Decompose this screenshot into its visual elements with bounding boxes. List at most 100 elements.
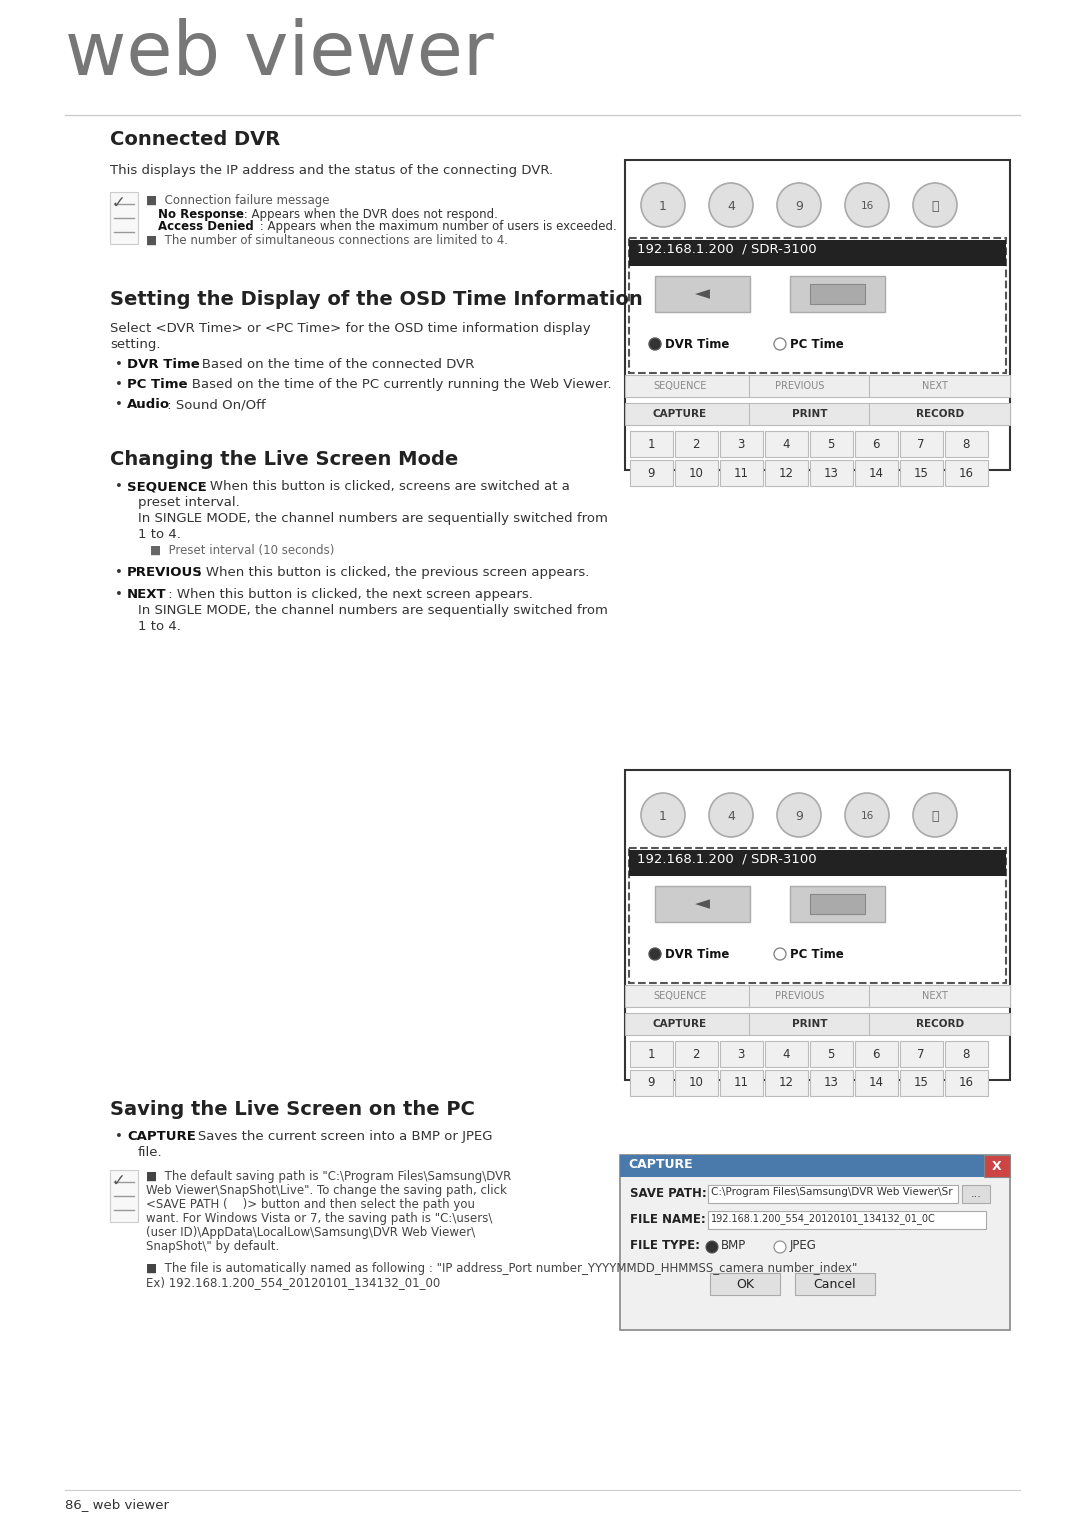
Bar — [810, 1040, 853, 1066]
Text: 16: 16 — [861, 811, 874, 822]
Text: : Appears when the maximum number of users is exceeded.: : Appears when the maximum number of use… — [256, 220, 617, 233]
Text: 10: 10 — [689, 1077, 703, 1089]
Bar — [629, 848, 1005, 982]
Bar — [630, 461, 673, 487]
Bar — [945, 431, 988, 457]
Text: : When this button is clicked, the next screen appears.: : When this button is clicked, the next … — [164, 588, 532, 601]
Bar — [625, 375, 1010, 396]
Circle shape — [774, 338, 786, 350]
Circle shape — [642, 793, 685, 837]
Text: RECORD: RECORD — [916, 1019, 964, 1030]
Bar — [720, 461, 762, 487]
Bar — [675, 431, 718, 457]
Text: Web Viewer\SnapShot\Live". To change the saving path, click: Web Viewer\SnapShot\Live". To change the… — [146, 1184, 507, 1196]
Bar — [945, 1069, 988, 1095]
Text: In SINGLE MODE, the channel numbers are sequentially switched from: In SINGLE MODE, the channel numbers are … — [138, 604, 608, 617]
Bar — [675, 1069, 718, 1095]
Text: NEXT: NEXT — [127, 588, 166, 601]
Text: : Based on the time of the PC currently running the Web Viewer.: : Based on the time of the PC currently … — [179, 378, 611, 392]
Circle shape — [913, 184, 957, 226]
Text: 11: 11 — [733, 1077, 748, 1089]
Text: 192.168.1.200_554_20120101_134132_01_0C: 192.168.1.200_554_20120101_134132_01_0C — [711, 1213, 935, 1224]
Circle shape — [913, 793, 957, 837]
Text: •: • — [114, 398, 127, 412]
Text: •: • — [114, 1131, 127, 1143]
Bar — [984, 1155, 1010, 1177]
Bar — [855, 1069, 897, 1095]
Text: DVR Time: DVR Time — [665, 949, 729, 961]
Text: ■  The file is automatically named as following : "IP address_Port number_YYYYMM: ■ The file is automatically named as fol… — [146, 1262, 858, 1274]
Bar — [765, 461, 808, 487]
Text: 7: 7 — [917, 1048, 924, 1060]
Text: •: • — [114, 588, 127, 601]
Bar — [110, 1170, 138, 1222]
Text: 2: 2 — [692, 1048, 700, 1060]
Text: 12: 12 — [779, 1077, 794, 1089]
Bar — [630, 1069, 673, 1095]
Bar — [810, 894, 865, 913]
Bar — [765, 431, 808, 457]
Text: DVR Time: DVR Time — [665, 338, 729, 350]
Text: 12: 12 — [779, 467, 794, 479]
Text: 1: 1 — [659, 809, 667, 823]
Text: 16: 16 — [861, 200, 874, 211]
Text: 14: 14 — [868, 1077, 883, 1089]
Text: 14: 14 — [868, 467, 883, 479]
Bar — [810, 1069, 853, 1095]
Text: Access Denied: Access Denied — [158, 220, 254, 233]
Text: OK: OK — [735, 1278, 754, 1290]
Circle shape — [845, 184, 889, 226]
Text: 10: 10 — [689, 467, 703, 479]
Text: 13: 13 — [824, 1077, 838, 1089]
Text: In SINGLE MODE, the channel numbers are sequentially switched from: In SINGLE MODE, the channel numbers are … — [138, 513, 608, 525]
Text: FILE TYPE:: FILE TYPE: — [630, 1239, 700, 1252]
Text: 16: 16 — [959, 467, 973, 479]
Bar — [795, 1273, 875, 1294]
Text: C:\Program Files\Samsung\DVR Web Viewer\Sr: C:\Program Files\Samsung\DVR Web Viewer\… — [711, 1187, 953, 1196]
Text: : Saves the current screen into a BMP or JPEG: : Saves the current screen into a BMP or… — [185, 1131, 492, 1143]
Bar — [789, 886, 885, 923]
Text: SEQUENCE: SEQUENCE — [127, 480, 206, 493]
Text: PRINT: PRINT — [793, 1019, 827, 1030]
Text: 5: 5 — [827, 1048, 835, 1060]
Text: SEQUENCE: SEQUENCE — [653, 381, 706, 392]
Bar — [654, 275, 750, 312]
Text: 9: 9 — [795, 199, 802, 213]
Text: 1 to 4.: 1 to 4. — [138, 528, 180, 542]
Text: 8: 8 — [962, 438, 970, 450]
Text: 8: 8 — [962, 1048, 970, 1060]
Text: 1: 1 — [647, 1048, 654, 1060]
Text: ■  The default saving path is "C:\Program Files\Samsung\DVR: ■ The default saving path is "C:\Program… — [146, 1170, 511, 1183]
Text: PC Time: PC Time — [789, 338, 843, 350]
Text: 4: 4 — [727, 199, 734, 213]
Circle shape — [649, 338, 661, 350]
Bar — [720, 1069, 762, 1095]
Text: CAPTURE: CAPTURE — [653, 1019, 707, 1030]
Text: 16: 16 — [959, 1077, 973, 1089]
Bar — [900, 1040, 943, 1066]
Text: Connected DVR: Connected DVR — [110, 130, 280, 148]
Text: 9: 9 — [795, 809, 802, 823]
Text: PC Time: PC Time — [789, 949, 843, 961]
Text: : Sound On/Off: : Sound On/Off — [163, 398, 266, 412]
Circle shape — [777, 184, 821, 226]
Text: 6: 6 — [873, 1048, 880, 1060]
Text: SnapShot\" by default.: SnapShot\" by default. — [146, 1239, 280, 1253]
Text: (user ID)\AppData\LocalLow\Samsung\DVR Web Viewer\: (user ID)\AppData\LocalLow\Samsung\DVR W… — [146, 1226, 475, 1239]
Text: 2: 2 — [692, 438, 700, 450]
Text: 15: 15 — [914, 467, 929, 479]
Text: 192.168.1.200  / SDR-3100: 192.168.1.200 / SDR-3100 — [637, 852, 816, 864]
Bar — [720, 431, 762, 457]
Text: web viewer: web viewer — [65, 18, 494, 90]
Bar — [675, 461, 718, 487]
Bar — [900, 461, 943, 487]
Text: 4: 4 — [782, 1048, 789, 1060]
Bar — [765, 1069, 808, 1095]
Bar — [810, 431, 853, 457]
Text: Select <DVR Time> or <PC Time> for the OSD time information display: Select <DVR Time> or <PC Time> for the O… — [110, 321, 591, 335]
Circle shape — [708, 184, 753, 226]
Circle shape — [649, 949, 661, 959]
Text: ■  Preset interval (10 seconds): ■ Preset interval (10 seconds) — [150, 545, 335, 557]
Bar — [629, 240, 1005, 266]
Bar — [630, 1040, 673, 1066]
